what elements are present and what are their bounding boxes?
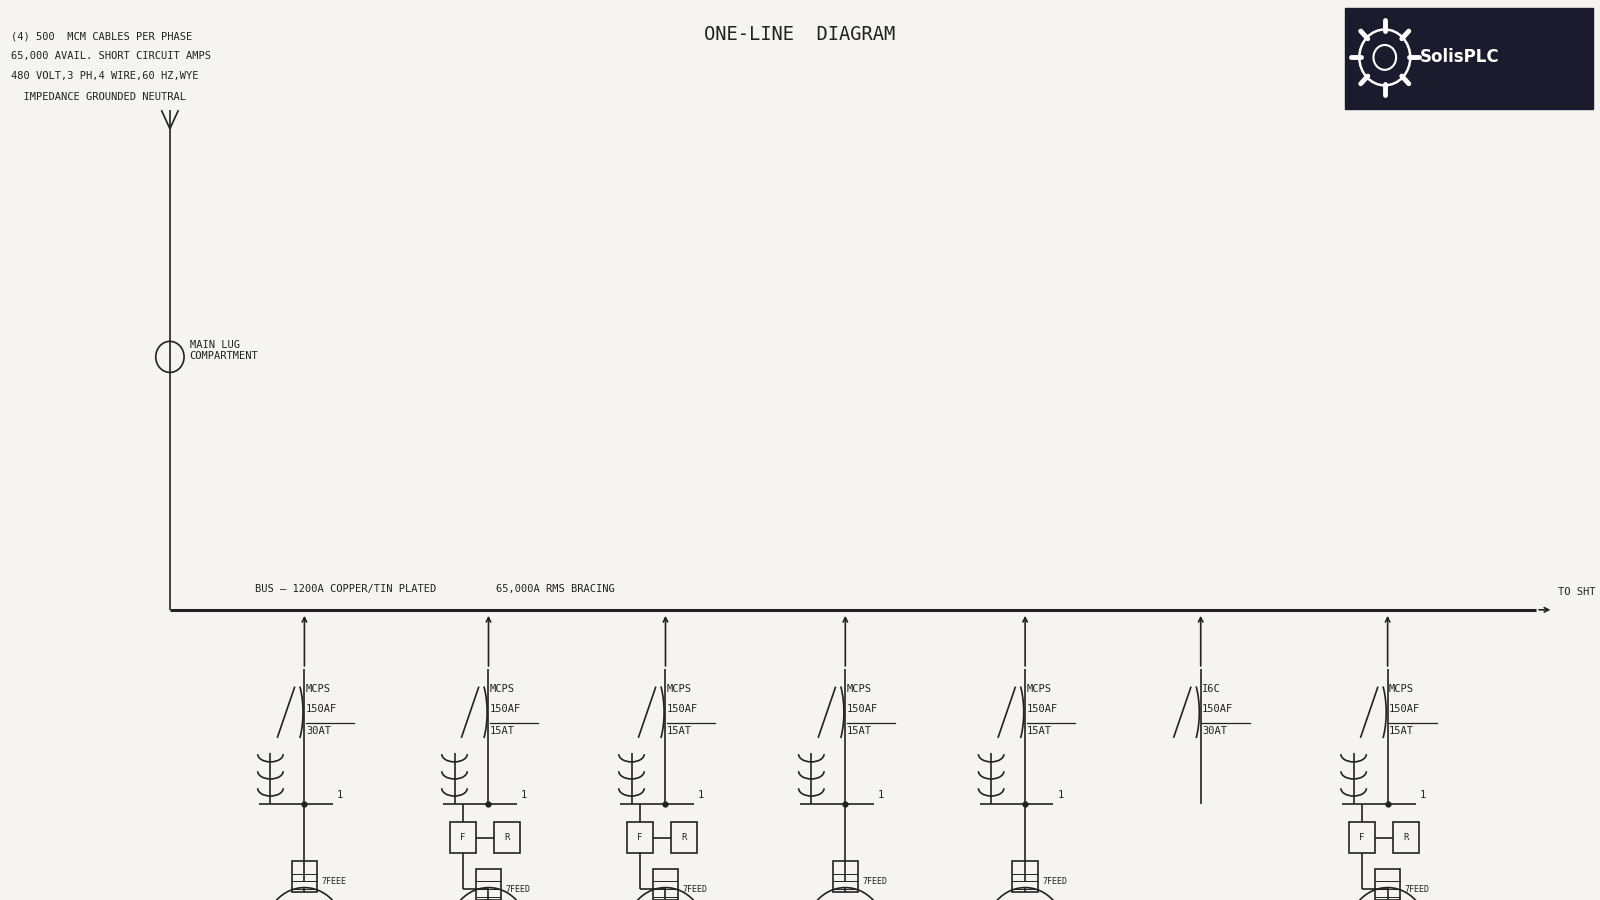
Text: 7FEED: 7FEED	[683, 885, 707, 894]
Text: 15AT: 15AT	[1389, 726, 1414, 736]
Text: MCPS: MCPS	[490, 684, 515, 694]
Text: 150AF: 150AF	[306, 705, 338, 715]
Text: MCPS: MCPS	[1027, 684, 1051, 694]
Bar	[1394, 823, 1419, 853]
Text: 30AT: 30AT	[1202, 726, 1227, 736]
Text: 1: 1	[698, 790, 704, 800]
Text: 15AT: 15AT	[667, 726, 691, 736]
Bar	[832, 861, 858, 892]
Text: 15AT: 15AT	[846, 726, 872, 736]
Text: MCPS: MCPS	[306, 684, 331, 694]
Text: ONE-LINE  DIAGRAM: ONE-LINE DIAGRAM	[704, 24, 896, 43]
Text: 150AF: 150AF	[1027, 705, 1058, 715]
Text: 1: 1	[338, 790, 344, 800]
Text: R: R	[1403, 833, 1408, 842]
Text: 7FEEE: 7FEEE	[322, 877, 347, 886]
Bar	[1374, 869, 1400, 900]
Text: F: F	[637, 833, 643, 842]
Text: 7FEED: 7FEED	[506, 885, 531, 894]
Text: SolisPLC: SolisPLC	[1421, 49, 1499, 67]
Bar	[494, 823, 520, 853]
Text: 150AF: 150AF	[846, 705, 878, 715]
Bar	[1346, 8, 1594, 109]
Text: 150AF: 150AF	[1389, 705, 1421, 715]
Text: BUS — 1200A COPPER/TIN PLATED: BUS — 1200A COPPER/TIN PLATED	[254, 584, 437, 594]
Text: 1: 1	[1058, 790, 1064, 800]
Text: IMPEDANCE GROUNDED NEUTRAL: IMPEDANCE GROUNDED NEUTRAL	[11, 92, 186, 102]
Bar	[1349, 823, 1374, 853]
Text: MCPS: MCPS	[1389, 684, 1414, 694]
Text: 7FEED: 7FEED	[862, 877, 888, 886]
Text: 1: 1	[878, 790, 885, 800]
Text: F: F	[461, 833, 466, 842]
Text: 15AT: 15AT	[490, 726, 515, 736]
Text: 150AF: 150AF	[1202, 705, 1234, 715]
Text: 480 VOLT,3 PH,4 WIRE,60 HZ,WYE: 480 VOLT,3 PH,4 WIRE,60 HZ,WYE	[11, 71, 198, 81]
Text: 1: 1	[1421, 790, 1427, 800]
Bar	[1013, 861, 1038, 892]
Bar	[450, 823, 475, 853]
Bar	[475, 869, 501, 900]
Text: 15AT: 15AT	[1027, 726, 1051, 736]
Text: MAIN LUG
COMPARTMENT: MAIN LUG COMPARTMENT	[190, 340, 259, 362]
Text: F: F	[1360, 833, 1365, 842]
Text: 65,000 AVAIL. SHORT CIRCUIT AMPS: 65,000 AVAIL. SHORT CIRCUIT AMPS	[11, 51, 211, 61]
Text: I6C: I6C	[1202, 684, 1221, 694]
Text: 30AT: 30AT	[306, 726, 331, 736]
Text: 150AF: 150AF	[490, 705, 522, 715]
Text: 65,000A RMS BRACING: 65,000A RMS BRACING	[496, 584, 614, 594]
Text: 7FEED: 7FEED	[1405, 885, 1430, 894]
Bar	[291, 861, 317, 892]
Text: 150AF: 150AF	[667, 705, 698, 715]
Text: R: R	[504, 833, 509, 842]
Bar	[627, 823, 653, 853]
Text: MCPS: MCPS	[667, 684, 691, 694]
Text: 7FEED: 7FEED	[1042, 877, 1067, 886]
Text: R: R	[682, 833, 686, 842]
Text: 1: 1	[522, 790, 528, 800]
Bar	[670, 823, 696, 853]
Text: (4) 500  MCM CABLES PER PHASE: (4) 500 MCM CABLES PER PHASE	[11, 31, 192, 41]
Text: TO SHT 02: TO SHT 02	[1557, 588, 1600, 598]
Bar	[653, 869, 678, 900]
Text: MCPS: MCPS	[846, 684, 872, 694]
